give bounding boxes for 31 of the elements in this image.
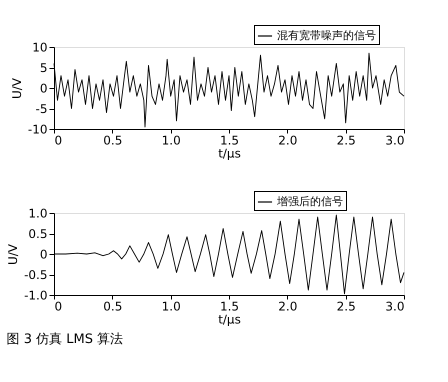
x-tick-label: 2.0 bbox=[278, 134, 298, 148]
y-tick-label: 10 bbox=[32, 40, 48, 54]
x-tick-label: 3.0 bbox=[385, 134, 404, 148]
x-axis-title: t/μs bbox=[218, 312, 241, 326]
y-tick-label: 0 bbox=[40, 248, 48, 262]
y-tick-label: -0.5 bbox=[24, 268, 48, 282]
x-tick-label: 1.0 bbox=[162, 134, 181, 148]
y-axis-title: U/V bbox=[10, 77, 24, 100]
x-tick-label: 3.0 bbox=[385, 300, 404, 314]
legend-label: 增强后的信号 bbox=[276, 195, 343, 208]
y-tick-label: 0 bbox=[40, 82, 48, 96]
x-tick-label: 0.5 bbox=[103, 134, 122, 148]
x-axis-title: t/μs bbox=[218, 146, 241, 160]
y-tick-label: 1.0 bbox=[28, 206, 48, 220]
x-tick-label: 1.5 bbox=[220, 134, 240, 148]
y-tick-label: 5 bbox=[40, 61, 48, 75]
y-tick-label: -10 bbox=[28, 122, 48, 136]
x-tick-label: 2.5 bbox=[336, 134, 356, 148]
y-tick-label: 0.5 bbox=[28, 227, 48, 241]
x-tick-label: 0 bbox=[54, 300, 62, 314]
x-tick-label: 1.5 bbox=[220, 300, 240, 314]
caption: 图 3 仿真 LMS 算法 bbox=[6, 332, 124, 347]
x-tick-label: 2.5 bbox=[336, 300, 356, 314]
y-axis-title: U/V bbox=[6, 243, 20, 266]
x-tick-label: 0.5 bbox=[103, 300, 122, 314]
x-tick-label: 0 bbox=[54, 134, 62, 148]
y-tick-label: -1.0 bbox=[24, 288, 48, 302]
x-tick-label: 1.0 bbox=[162, 300, 181, 314]
y-tick-label: -5 bbox=[36, 102, 48, 116]
legend-label: 混有宽带噪声的信号 bbox=[277, 29, 376, 42]
x-tick-label: 2.0 bbox=[278, 300, 298, 314]
